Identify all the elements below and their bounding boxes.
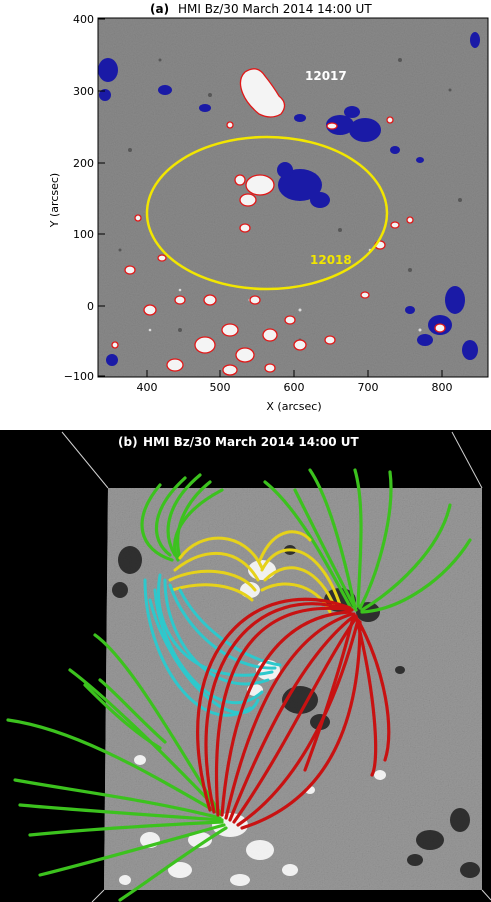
ar-label-12017: 12017 <box>305 69 347 83</box>
region-ellipse <box>145 135 389 291</box>
red-field-lines <box>196 597 391 830</box>
panel-b-label: (b) <box>118 435 138 449</box>
field-lines <box>6 468 472 902</box>
y-tick-label: 400 <box>73 13 94 26</box>
y-tick-labels: 400 300 200 100 0 −100 <box>64 13 94 383</box>
panel-a-figure: (a) HMI Bz/30 March 2014 14:00 UT <box>48 2 489 413</box>
y-tick-label: 0 <box>87 300 94 313</box>
x-tick-label: 700 <box>358 381 379 394</box>
panel-a: (a) HMI Bz/30 March 2014 14:00 UT <box>0 0 491 430</box>
green-field-lines <box>140 473 224 562</box>
x-tick-label: 600 <box>284 381 305 394</box>
ar-label-12018: 12018 <box>310 253 352 267</box>
green-field-lines <box>263 468 472 614</box>
panel-b: (b) HMI Bz/30 March 2014 14:00 UT <box>0 430 491 902</box>
box-edges <box>61 431 491 902</box>
panel-b-title: HMI Bz/30 March 2014 14:00 UT <box>143 435 360 449</box>
x-tick-label: 400 <box>137 381 158 394</box>
y-tick-label: −100 <box>64 370 94 383</box>
x-tick-label: 800 <box>432 381 453 394</box>
negative-polarity-regions <box>98 32 480 366</box>
plot-frame <box>97 17 489 378</box>
x-axis-label: X (arcsec) <box>266 400 321 413</box>
panel-a-label: (a) <box>150 2 169 16</box>
y-tick-label: 300 <box>73 85 94 98</box>
axis-ticks <box>98 18 443 377</box>
positive-polarity-contours <box>111 68 446 376</box>
y-tick-label: 200 <box>73 157 94 170</box>
y-tick-label: 100 <box>73 228 94 241</box>
panel-a-title: HMI Bz/30 March 2014 14:00 UT <box>178 2 372 16</box>
y-axis-label: Y (arcsec) <box>48 173 61 228</box>
magnetogram-a <box>98 18 488 377</box>
x-tick-labels: 400 500 600 700 800 <box>137 381 453 394</box>
panel-b-figure: (b) HMI Bz/30 March 2014 14:00 UT <box>6 431 491 902</box>
x-tick-label: 500 <box>210 381 231 394</box>
